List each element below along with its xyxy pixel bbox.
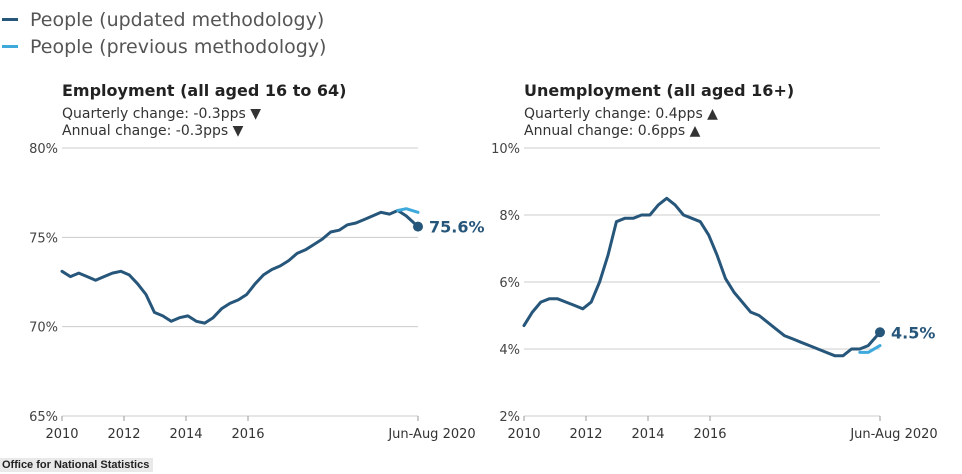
employment-endpoint-label: 75.6% <box>429 218 485 237</box>
employment-series-line-previous <box>396 207 420 214</box>
employment-endpoint-marker <box>413 221 423 232</box>
source-credit: Office for National Statistics <box>0 458 154 472</box>
employment-title: Employment (all aged 16 to 64) <box>62 81 347 100</box>
unemployment-ytick-4: 4% <box>499 343 520 358</box>
unemployment-xtick-2010: 2010 <box>507 427 540 442</box>
unemployment-endpoint-marker <box>875 327 885 338</box>
legend-swatch-updated <box>2 18 18 21</box>
legend-label-updated: People (updated methodology) <box>30 8 325 31</box>
unemployment-xtick-jun-aug-2020: Jun-Aug 2020 <box>849 427 937 442</box>
legend: People (updated methodology) People (pre… <box>0 6 326 60</box>
legend-item-previous[interactable]: People (previous methodology) <box>0 33 326 60</box>
employment-xtick-2014: 2014 <box>169 427 202 442</box>
unemployment-series-line-updated <box>522 196 882 358</box>
employment-xtick-2012: 2012 <box>107 427 140 442</box>
employment-ytick-65: 65% <box>29 410 58 425</box>
unemployment-xtick-2012: 2012 <box>569 427 602 442</box>
unemployment-endpoint-label: 4.5% <box>891 323 935 342</box>
employment-xtick-jun-aug-2020: Jun-Aug 2020 <box>387 427 475 442</box>
employment-ytick-80: 80% <box>29 142 58 157</box>
legend-label-previous: People (previous methodology) <box>30 35 327 58</box>
legend-item-updated[interactable]: People (updated methodology) <box>0 6 326 33</box>
employment-quarterly-change: Quarterly change: -0.3pps ▼ <box>62 106 262 122</box>
unemployment-ytick-6: 6% <box>499 276 520 291</box>
unemployment-ytick-8: 8% <box>499 209 520 224</box>
unemployment-xtick-2014: 2014 <box>631 427 664 442</box>
unemployment-title: Unemployment (all aged 16+) <box>524 81 795 100</box>
unemployment-quarterly-change: Quarterly change: 0.4pps ▲ <box>524 106 718 122</box>
unemployment-xtick-2016: 2016 <box>693 427 726 442</box>
legend-swatch-previous <box>2 45 18 48</box>
employment-xtick-2010: 2010 <box>45 427 78 442</box>
employment-xtick-2016: 2016 <box>231 427 264 442</box>
unemployment-series-line-previous <box>858 344 882 354</box>
employment-annual-change: Annual change: -0.3pps ▼ <box>62 123 244 139</box>
unemployment-ytick-2: 2% <box>499 410 520 425</box>
unemployment-annual-change: Annual change: 0.6pps ▲ <box>524 123 701 139</box>
employment-ytick-75: 75% <box>29 231 58 246</box>
employment-series-line-updated <box>60 209 420 325</box>
unemployment-ytick-10: 10% <box>491 142 520 157</box>
employment-ytick-70: 70% <box>29 321 58 336</box>
